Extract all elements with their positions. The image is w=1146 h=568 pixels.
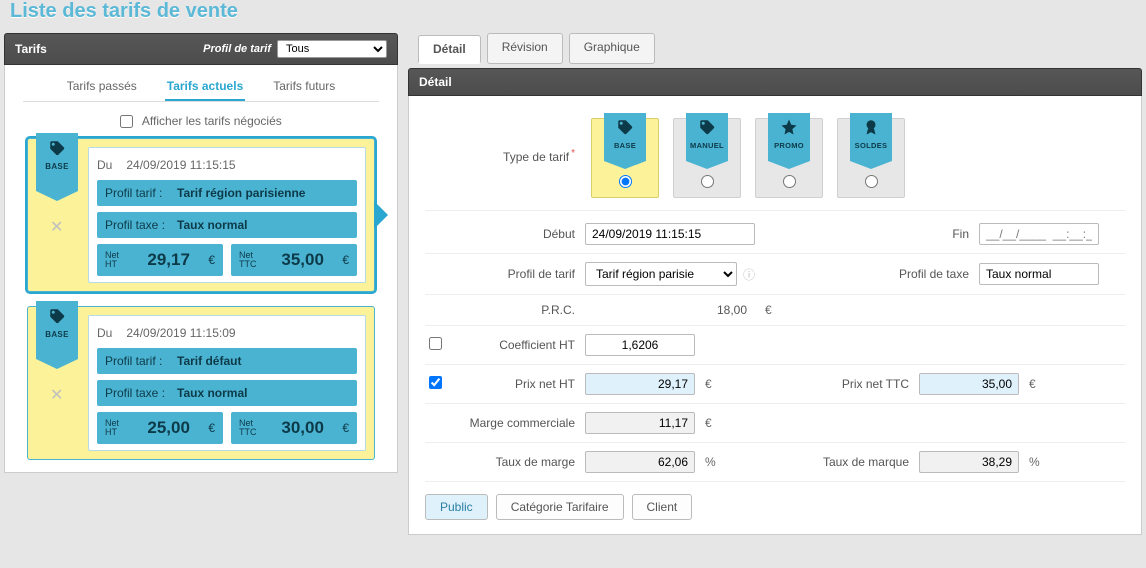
profil-tarif-info-icon[interactable]: ⓘ [743, 266, 755, 283]
btn-categorie-tarifaire[interactable]: Catégorie Tarifaire [496, 494, 624, 520]
delete-card-icon[interactable]: ✕ [50, 217, 63, 237]
tag-icon: MANUEL [686, 113, 728, 161]
type-promo[interactable]: PROMO [755, 118, 823, 198]
type-radio-soldes[interactable] [865, 175, 878, 188]
coeff-checkbox[interactable] [429, 337, 442, 350]
coeff-label: Coefficient HT [455, 338, 575, 352]
badge-icon: SOLDES [850, 113, 892, 161]
card-profil-tarif-value: Tarif défaut [177, 354, 241, 368]
type-soldes[interactable]: SOLDES [837, 118, 905, 198]
debut-label: Début [455, 227, 575, 241]
taux-marque-label: Taux de marque [789, 455, 909, 469]
card-profil-tarif-label: Profil tarif : [105, 186, 177, 200]
tab-tarifs-futurs[interactable]: Tarifs futurs [271, 73, 337, 101]
type-base[interactable]: BASE [591, 118, 659, 198]
tab-tarifs-actuels[interactable]: Tarifs actuels [165, 73, 245, 101]
type-tarif-label: Type de tarif [503, 150, 569, 164]
card-profil-taxe-value: Taux normal [177, 386, 247, 400]
right-top-tabs: Détail Révision Graphique [408, 33, 1142, 68]
du-value: 24/09/2019 11:15:15 [126, 158, 235, 172]
prc-value: 18,00 [717, 303, 747, 317]
net-ht-input[interactable] [585, 373, 695, 395]
card-profil-taxe-label: Profil taxe : [105, 218, 177, 232]
taux-marge-label: Taux de marge [455, 455, 575, 469]
profil-tarif-label: Profil de tarif [455, 267, 575, 281]
du-value: 24/09/2019 11:15:09 [126, 326, 235, 340]
type-radio-promo[interactable] [783, 175, 796, 188]
card-profil-taxe-label: Profil taxe : [105, 386, 177, 400]
tab-tarifs-passes[interactable]: Tarifs passés [65, 73, 139, 101]
negocies-checkbox[interactable] [120, 115, 133, 128]
taux-marge-input [585, 451, 695, 473]
tarif-card[interactable]: BASE✕Du24/09/2019 11:15:15Profil tarif :… [27, 138, 375, 292]
net-ttc-label: Prix net TTC [789, 377, 909, 391]
net-ttc-input[interactable] [919, 373, 1019, 395]
right-panel: Détail Révision Graphique Détail Type de… [408, 33, 1142, 535]
fin-input[interactable] [979, 223, 1099, 245]
card-net-ht-value: 25,00 [131, 418, 206, 438]
type-radio-base[interactable] [619, 175, 632, 188]
profil-taxe-label: Profil de taxe [849, 267, 969, 281]
left-header-label: Tarifs [15, 42, 47, 56]
prc-unit: € [765, 303, 781, 317]
star-icon: PROMO [768, 113, 810, 161]
marge-com-label: Marge commerciale [455, 416, 575, 430]
card-net-ht-value: 29,17 [131, 250, 206, 270]
right-header-label: Détail [419, 75, 452, 89]
du-label: Du [97, 326, 112, 340]
profil-tarif-select-label: Profil de tarif [203, 43, 271, 55]
net-ttc-small-label: NetTTC [239, 419, 265, 437]
net-ht-small-label: NetHT [105, 251, 131, 269]
tab-graphique[interactable]: Graphique [569, 33, 655, 64]
debut-input[interactable] [585, 223, 755, 245]
btn-client[interactable]: Client [632, 494, 693, 520]
type-manuel[interactable]: MANUEL [673, 118, 741, 198]
card-profil-tarif-value: Tarif région parisienne [177, 186, 305, 200]
net-ht-small-label: NetHT [105, 419, 131, 437]
ribbon-base: BASE [36, 133, 78, 191]
tag-icon: BASE [604, 113, 646, 161]
coeff-input[interactable] [585, 334, 695, 356]
profil-tarif-input[interactable]: Tarif région parisie [585, 262, 737, 286]
card-net-ttc-value: 30,00 [265, 418, 340, 438]
type-radio-manuel[interactable] [701, 175, 714, 188]
card-profil-tarif-label: Profil tarif : [105, 354, 177, 368]
selected-arrow-icon [374, 201, 388, 229]
net-ttc-small-label: NetTTC [239, 251, 265, 269]
taux-marque-input [919, 451, 1019, 473]
taux-marque-unit: % [1029, 455, 1045, 469]
page-title: Liste des tarifs de vente [0, 0, 1146, 29]
tab-detail[interactable]: Détail [418, 35, 481, 64]
du-label: Du [97, 158, 112, 172]
prc-label: P.R.C. [455, 303, 575, 317]
marge-com-unit: € [705, 416, 721, 430]
fin-label: Fin [849, 227, 969, 241]
profil-taxe-input[interactable] [979, 263, 1099, 285]
net-ttc-unit: € [1029, 377, 1045, 391]
net-ht-unit: € [705, 377, 721, 391]
ribbon-base: BASE [36, 301, 78, 359]
btn-public[interactable]: Public [425, 494, 488, 520]
net-ht-label: Prix net HT [455, 377, 575, 391]
left-tabs: Tarifs passés Tarifs actuels Tarifs futu… [23, 73, 379, 102]
left-header-bar: Tarifs Profil de tarif Tous [4, 33, 398, 65]
card-profil-taxe-value: Taux normal [177, 218, 247, 232]
negocies-checkbox-label[interactable]: Afficher les tarifs négociés [120, 114, 282, 128]
net-ht-checkbox[interactable] [429, 376, 442, 389]
marge-com-input [585, 412, 695, 434]
delete-card-icon[interactable]: ✕ [50, 385, 63, 405]
tarif-card[interactable]: BASE✕Du24/09/2019 11:15:09Profil tarif :… [27, 306, 375, 460]
left-panel: Tarifs Profil de tarif Tous Tarifs passé… [4, 33, 398, 535]
right-header-bar: Détail [408, 68, 1142, 96]
profil-tarif-select[interactable]: Tous [277, 40, 387, 58]
card-net-ttc-value: 35,00 [265, 250, 340, 270]
taux-marge-unit: % [705, 455, 721, 469]
tab-revision[interactable]: Révision [487, 33, 563, 64]
